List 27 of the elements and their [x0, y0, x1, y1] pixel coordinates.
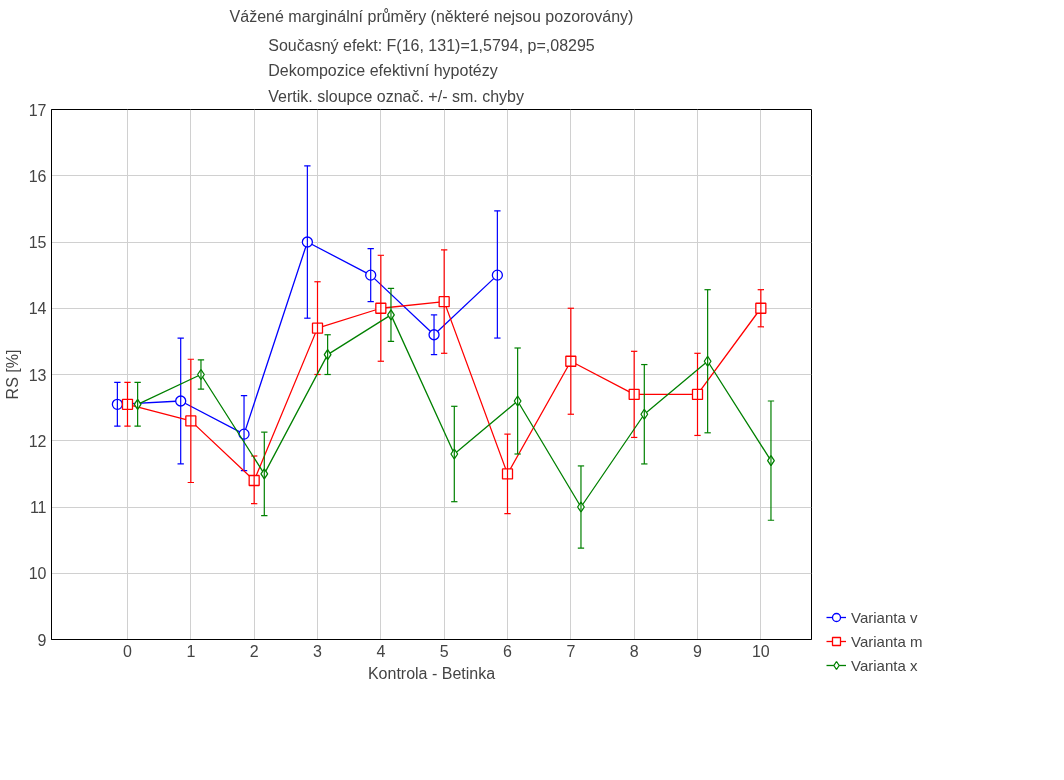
legend-label: Varianta v — [851, 608, 918, 626]
chart-subtitle: Současný efekt: F(16, 131)=1,5794, p=,08295 Dekompozice efektivní hypotézy Vertik. sloupce označ. +/- sm. chyby — [268, 36, 595, 105]
y-tick-label: 12 — [28, 432, 47, 450]
x-axis-title: Kontrola - Betinka — [367, 664, 496, 682]
x-tick-label: 3 — [313, 642, 323, 660]
x-tick-label: 2 — [249, 642, 259, 660]
y-tick-label: 10 — [28, 565, 47, 583]
chart-title: Vážené marginální průměry (některé nejsou pozorovány) — [229, 7, 634, 25]
y-axis-title: RS [%] — [3, 349, 21, 400]
y-tick-label: 15 — [28, 234, 47, 251]
y-tick-label: 17 — [28, 101, 47, 119]
legend-label: Varianta m — [851, 632, 923, 650]
x-tick-label: 9 — [693, 642, 703, 660]
x-tick-label: 6 — [503, 642, 513, 660]
x-tick-label: 8 — [629, 642, 639, 660]
x-tick-label: 5 — [439, 642, 449, 660]
y-tick-label: 14 — [28, 300, 47, 318]
x-tick-label: 4 — [376, 642, 386, 660]
x-tick-label: 7 — [566, 642, 576, 660]
legend-label: Varianta x — [851, 656, 918, 674]
y-tick-label: 9 — [37, 631, 47, 649]
y-tick-label: 16 — [28, 167, 47, 185]
x-tick-label: 1 — [186, 642, 196, 660]
x-tick-label: 0 — [123, 642, 133, 660]
y-tick-label: 13 — [28, 366, 47, 384]
x-tick-label: 10 — [751, 642, 770, 660]
y-tick-label: 11 — [29, 499, 47, 516]
